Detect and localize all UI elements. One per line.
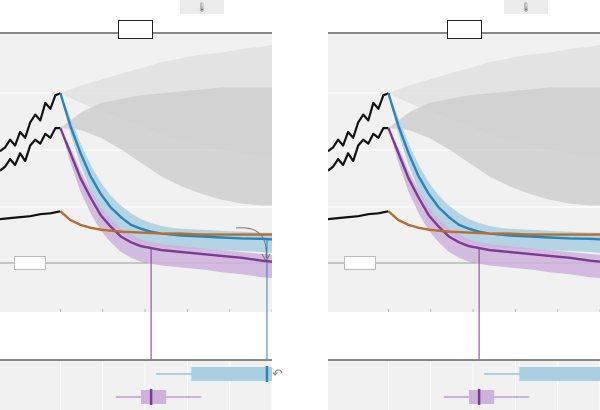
band-purple bbox=[388, 128, 600, 279]
series-projection-orange bbox=[387, 210, 600, 236]
series-projection-blue bbox=[387, 92, 600, 241]
box-iqr-purple bbox=[469, 390, 495, 404]
thermometer-icon: 🌡 bbox=[520, 2, 532, 12]
panel-right-thermometer-chip[interactable]: 🌡 bbox=[504, 0, 548, 14]
panel-right: 🌡 bbox=[328, 0, 600, 410]
box-iqr-blue bbox=[519, 367, 600, 381]
series-historical-middle bbox=[0, 127, 61, 172]
series-projection-blue bbox=[59, 92, 272, 241]
series-historical-upper bbox=[328, 92, 389, 153]
series-historical-lower bbox=[328, 210, 389, 221]
panel-right-legend-box bbox=[344, 256, 376, 270]
return-arrow-icon: ↶ bbox=[272, 367, 283, 382]
series-projection-purple bbox=[59, 127, 272, 263]
box-iqr-purple bbox=[141, 390, 167, 404]
band-purple bbox=[60, 128, 272, 279]
panel-left: 🌡 ↶ bbox=[0, 0, 283, 410]
series-historical-lower bbox=[0, 210, 61, 221]
chart-right bbox=[328, 32, 600, 410]
series-projection-orange bbox=[59, 210, 272, 236]
chart-left bbox=[0, 32, 272, 410]
gray-fan-middle_fan bbox=[60, 87, 272, 206]
gray-fan-middle_fan bbox=[388, 87, 600, 206]
band-blue bbox=[60, 93, 272, 253]
series-projection-purple bbox=[387, 127, 600, 263]
box-iqr-blue bbox=[191, 367, 272, 381]
panel-right-header-label bbox=[447, 20, 482, 39]
panel-left-thermometer-chip[interactable]: 🌡 bbox=[180, 0, 224, 14]
series-historical-middle bbox=[328, 127, 389, 172]
series-historical-upper bbox=[0, 92, 61, 153]
panel-left-header-label bbox=[118, 20, 153, 39]
band-blue bbox=[388, 93, 600, 253]
thermometer-icon: 🌡 bbox=[196, 2, 208, 12]
panel-left-legend-box bbox=[14, 256, 46, 270]
